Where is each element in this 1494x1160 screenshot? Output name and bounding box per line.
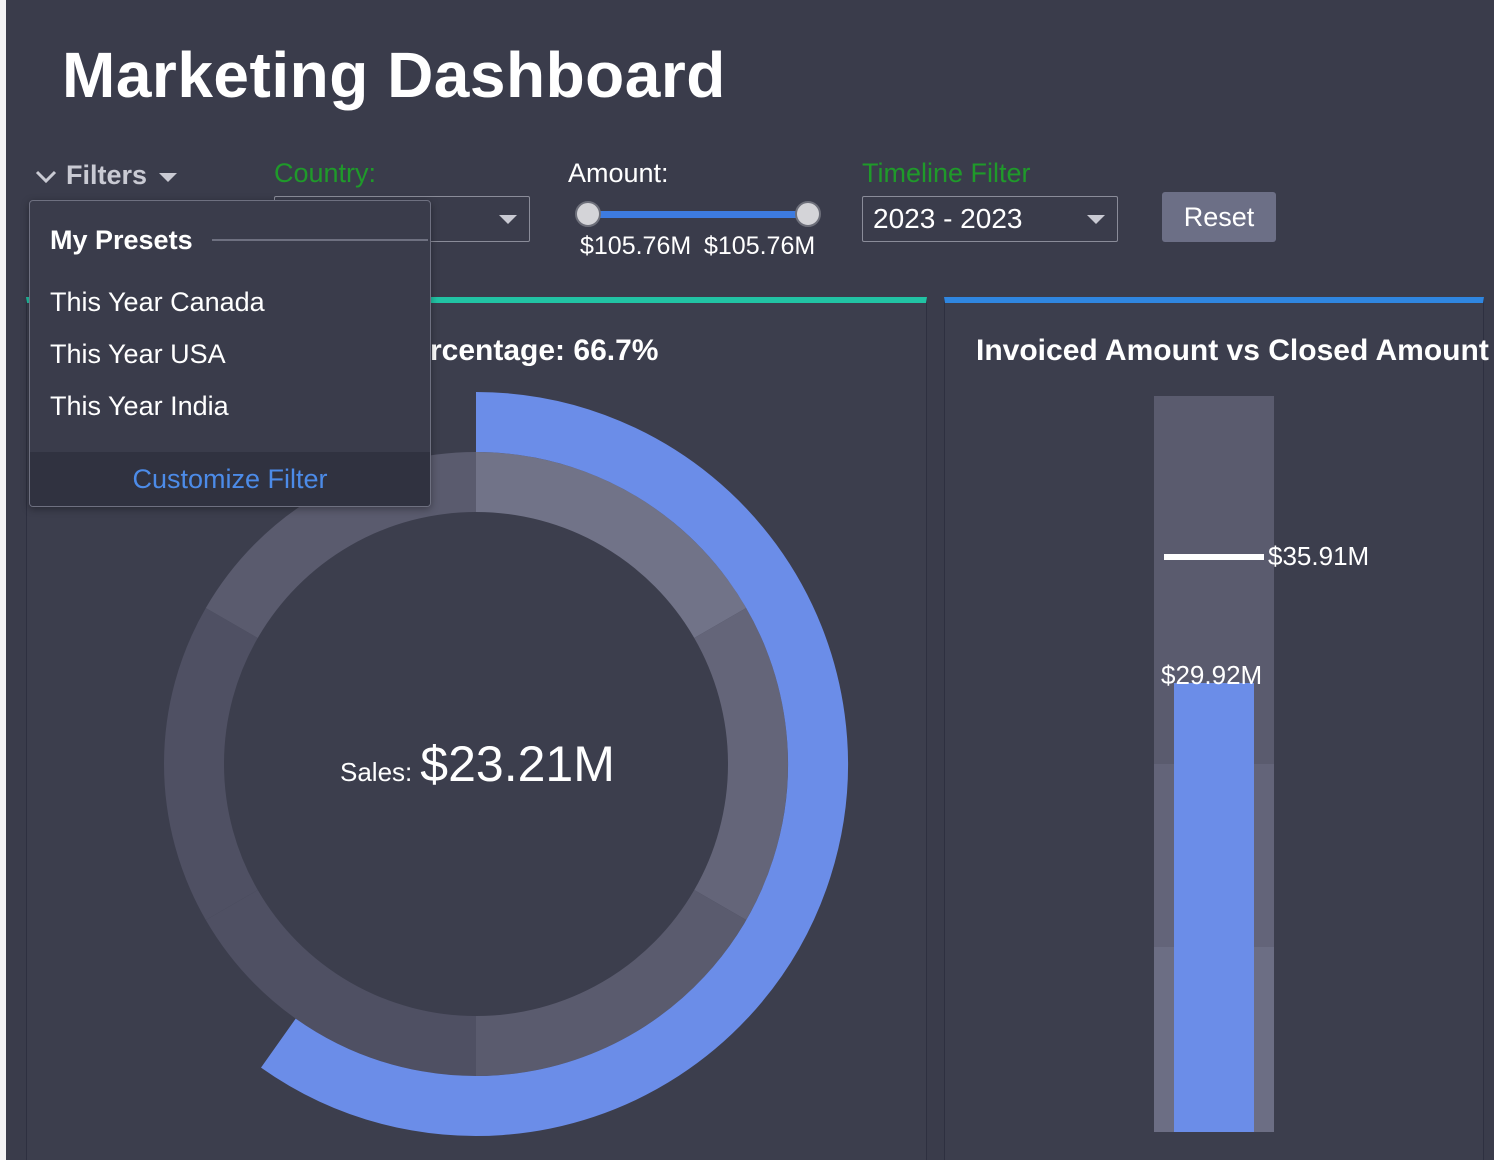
filters-toggle[interactable]: Filters — [34, 160, 178, 191]
filters-label: Filters — [66, 160, 148, 190]
timeline-select[interactable]: 2023 - 2023 — [862, 196, 1118, 242]
caret-down-icon — [159, 173, 178, 182]
sales-card-title: rcentage: 66.7% — [430, 334, 659, 367]
presets-dropdown: My Presets This Year Canada This Year US… — [29, 200, 431, 507]
customize-filter-link[interactable]: Customize Filter — [30, 452, 430, 506]
country-label: Country: — [274, 158, 377, 188]
preset-item-india[interactable]: This Year India — [50, 391, 229, 421]
gauge-center-key: Sales: — [340, 757, 413, 787]
presets-heading: My Presets — [50, 225, 193, 255]
timeline-label: Timeline Filter — [862, 158, 1031, 188]
dropdown-caret-icon — [499, 215, 517, 224]
page-title: Marketing Dashboard — [62, 39, 726, 111]
gauge-band-1 — [475, 452, 747, 639]
amount-min-value: $105.76M — [580, 232, 692, 260]
bullet-value-bar — [1174, 683, 1254, 1132]
presets-divider — [212, 239, 428, 241]
timeline-select-value: 2023 - 2023 — [873, 203, 1023, 234]
bullet-target-marker — [1164, 554, 1264, 560]
reset-button[interactable]: Reset — [1162, 192, 1276, 242]
preset-item-usa[interactable]: This Year USA — [50, 339, 226, 369]
amount-label: Amount: — [568, 158, 669, 188]
gauge-center-label: Sales: $23.21M — [340, 735, 615, 793]
chevron-down-icon — [35, 170, 57, 183]
gauge-band-2 — [694, 608, 788, 920]
dropdown-caret-icon — [1087, 215, 1105, 224]
gauge-band-3 — [475, 889, 747, 1076]
amount-slider-max-handle[interactable] — [795, 201, 821, 227]
bullet-value-label: $29.92M — [1161, 660, 1263, 690]
gauge-band-4 — [205, 889, 477, 1076]
bullet-target-label: $35.91M — [1268, 541, 1370, 571]
invoiced-card-title: Invoiced Amount vs Closed Amount — [976, 334, 1489, 367]
window-edge — [0, 0, 6, 1160]
amount-max-value: $105.76M — [704, 232, 816, 260]
amount-slider-min-handle[interactable] — [575, 201, 601, 227]
gauge-band-6 — [205, 452, 477, 639]
gauge-value-arc — [261, 392, 848, 1136]
gauge-center-value: $23.21M — [420, 736, 615, 792]
gauge-band-5 — [164, 608, 258, 920]
preset-item-canada[interactable]: This Year Canada — [50, 287, 265, 317]
amount-slider-track[interactable] — [588, 211, 808, 218]
